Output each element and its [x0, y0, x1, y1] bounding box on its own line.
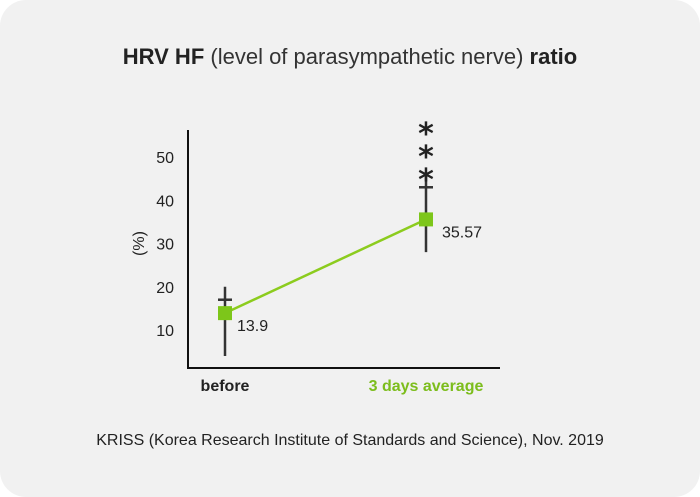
- title-bold-suffix: ratio: [529, 44, 578, 69]
- y-tick-label: 50: [156, 150, 174, 167]
- y-tick-label: 20: [156, 280, 174, 297]
- y-tick-label: 30: [156, 237, 174, 254]
- y-axis-label: (%): [131, 231, 148, 256]
- significance-star: *: [418, 163, 434, 198]
- series-line: [224, 218, 427, 315]
- significance-star: *: [418, 140, 434, 175]
- title-light-middle: (level of parasympathetic nerve): [210, 44, 524, 69]
- data-point-marker: [218, 306, 232, 321]
- axes-layer: [187, 130, 500, 369]
- series-layer: [218, 174, 433, 356]
- x-category-label: before: [201, 378, 250, 395]
- data-value-label: 13.9: [237, 318, 268, 335]
- data-value-label: 35.57: [442, 224, 482, 241]
- ticks-layer: 10 20 30 40 50 (%): [131, 150, 174, 340]
- y-tick-label: 40: [156, 193, 174, 210]
- significance-stars: ***: [418, 117, 434, 198]
- x-category-label: 3 days average: [369, 378, 484, 395]
- title-bold-prefix: HRV HF: [122, 44, 205, 69]
- y-tick-label: 10: [156, 323, 174, 340]
- significance-star: *: [418, 117, 434, 152]
- source-footer: KRISS (Korea Research Institute of Stand…: [96, 432, 604, 449]
- data-point-marker: [419, 212, 433, 227]
- chart-title: HRV HF (level of parasympathetic nerve) …: [0, 44, 700, 70]
